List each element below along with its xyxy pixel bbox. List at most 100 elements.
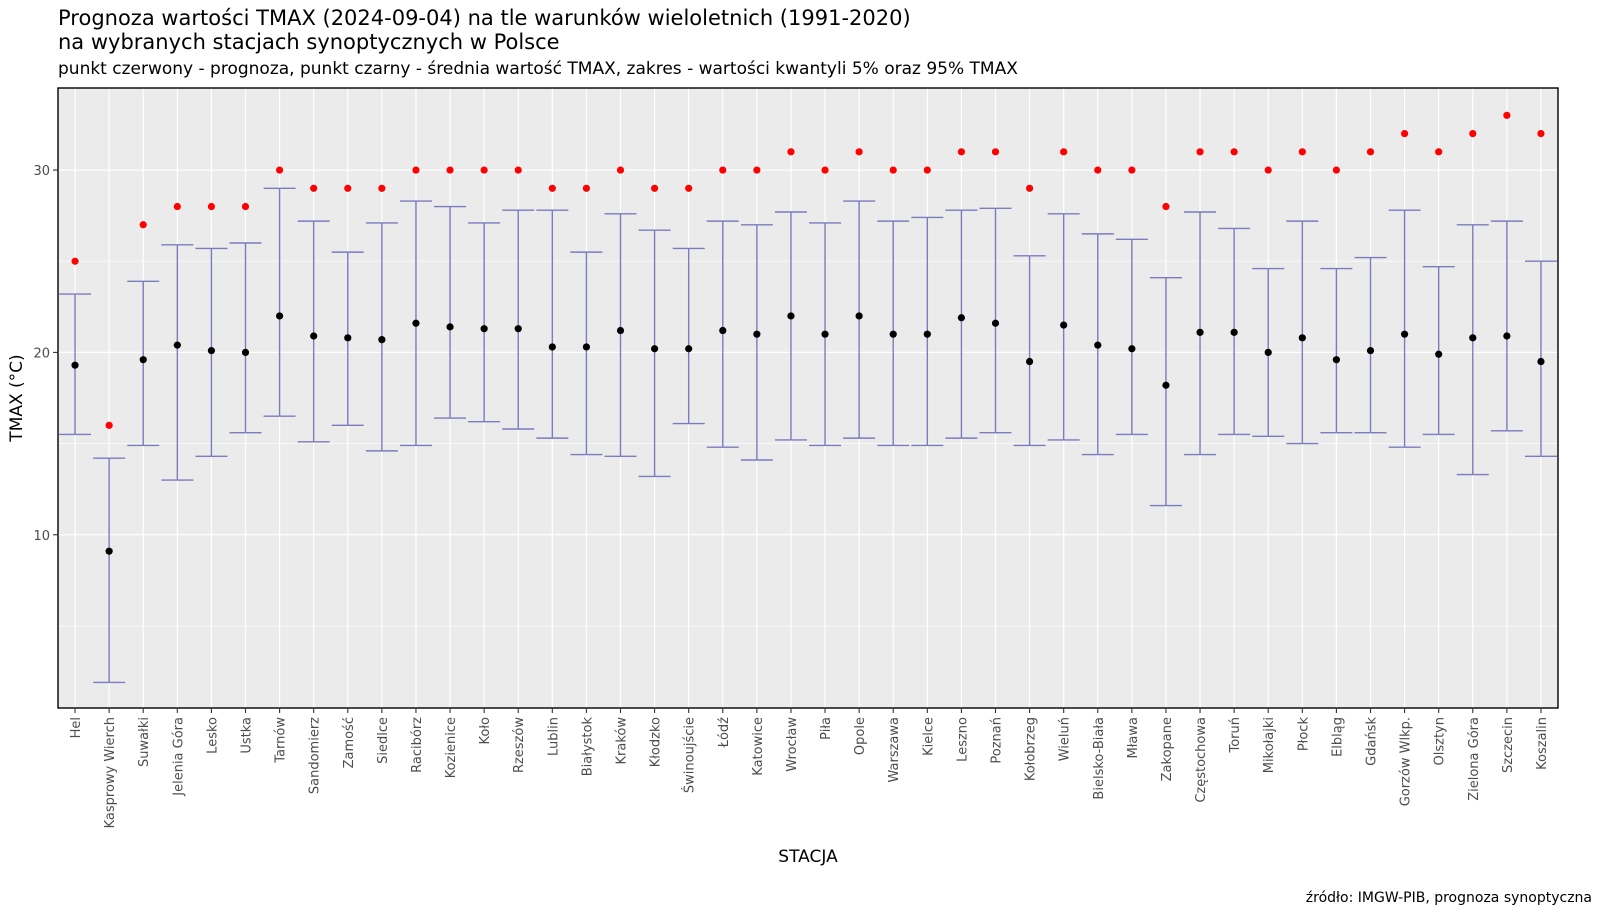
mean-point [139,356,147,364]
x-tick-label: Bielsko-Biała [1092,717,1107,800]
x-tick-label: Świnoujście [682,717,698,793]
mean-point [1264,348,1272,357]
x-tick-label: Płock [1296,717,1311,752]
x-tick-label: Białystok [580,717,595,777]
forecast-point [71,257,79,265]
mean-point [1435,350,1443,358]
forecast-point [957,148,966,156]
x-tick-label: Kielce [921,717,936,756]
mean-point [753,330,761,338]
mean-point [855,312,863,320]
x-tick-label: Gdańsk [1365,717,1380,766]
mean-point [105,547,113,555]
chart-title-line1: Prognoza wartości TMAX (2024-09-04) na t… [58,6,911,30]
chart-subtitle: punkt czerwony - prognoza, punkt czarny … [58,59,1018,79]
mean-point [1094,341,1102,349]
mean-point [275,312,284,320]
mean-point [1400,330,1409,338]
mean-point [241,348,250,357]
forecast-point [1435,148,1443,156]
mean-point [1025,357,1034,366]
x-tick-label: Tarnów [274,717,289,764]
forecast-point [855,148,863,156]
forecast-point [139,221,147,229]
forecast-point [821,166,829,174]
x-tick-label: Katowice [751,717,766,776]
x-tick-label: Racibórz [410,717,425,773]
forecast-point [1162,202,1170,211]
x-tick-label: Poznań [990,717,1005,764]
mean-point [514,325,522,333]
mean-point [1469,334,1477,342]
x-tick-label: Wrocław [785,717,800,772]
forecast-point [1094,166,1102,174]
forecast-point [719,166,727,174]
mean-point [207,346,216,355]
x-tick-label: Toruń [1228,717,1243,754]
forecast-point [548,184,556,192]
x-tick-label: Olsztyn [1433,717,1448,765]
x-tick-label: Kłodzko [649,717,664,767]
x-tick-label: Kraków [615,717,630,765]
chart-title-line2: na wybranych stacjach synoptycznych w Po… [58,30,560,54]
x-tick-label: Mława [1126,717,1141,758]
mean-point [71,361,79,369]
mean-point [548,343,556,351]
forecast-point [1264,166,1272,174]
mean-point [1332,356,1341,364]
x-tick-label: Hel [69,717,84,738]
x-tick-label: Szczecin [1501,717,1516,773]
forecast-point [685,184,693,192]
x-tick-label: Suwałki [137,717,152,767]
x-axis-title: STACJA [778,847,838,867]
mean-point [480,325,488,333]
x-tick-label: Sandomierz [308,717,323,794]
x-tick-label: Łódź [717,717,732,749]
x-tick-label: Lublin [546,717,561,756]
forecast-point [582,184,591,192]
x-tick-label: Zielona Góra [1467,717,1482,801]
forecast-point [1537,129,1545,138]
mean-point [923,330,931,338]
mean-point [582,343,591,351]
x-tick-label: Kołobrzeg [1024,717,1039,781]
forecast-point [1400,129,1409,138]
forecast-point [787,148,795,156]
forecast-point [1128,166,1136,174]
x-tick-label: Siedlce [376,717,391,764]
plot-panel [58,88,1558,708]
x-tick-label: Częstochowa [1194,717,1209,803]
mean-point [310,332,318,340]
forecast-point [514,166,522,174]
x-tick-label: Leszno [955,717,970,762]
forecast-point [650,184,659,192]
x-tick-label: Zakopane [1160,717,1175,781]
mean-point [957,314,966,322]
forecast-point [1332,166,1341,174]
mean-point [1503,332,1511,340]
mean-point [889,330,897,338]
source-caption: źródło: IMGW-PIB, prognoza synoptyczna [1305,890,1592,906]
y-axis-title: TMAX (°C) [7,354,27,442]
x-tick-label: Piła [819,717,834,740]
forecast-point [480,166,488,174]
forecast-point [378,184,386,192]
mean-point [719,326,727,335]
forecast-point [310,184,318,192]
forecast-point [1196,148,1204,156]
forecast-point [446,166,454,174]
forecast-point [1060,148,1068,156]
mean-point [1537,357,1545,366]
mean-point [650,345,659,353]
forecast-point [889,166,897,174]
mean-point [344,334,352,342]
forecast-point [412,166,420,174]
mean-point [1366,346,1375,355]
forecast-point [1230,148,1238,156]
x-tick-label: Lesko [205,717,220,754]
mean-point [685,345,693,353]
x-tick-label: Jelenia Góra [171,717,186,797]
forecast-point [1469,129,1477,138]
mean-point [446,323,454,331]
